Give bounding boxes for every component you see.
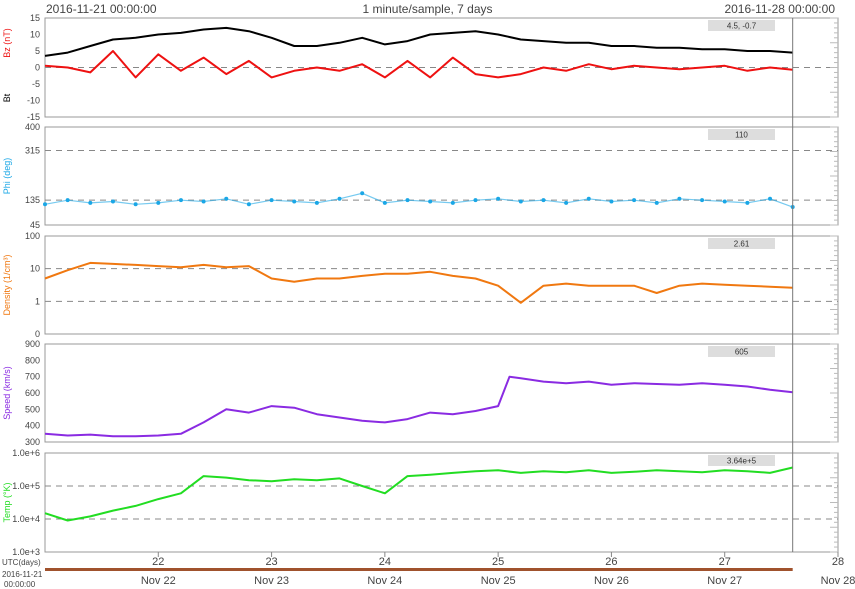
start-time-label: 2016-11-21 00:00:00 — [46, 2, 157, 16]
phi-y-tick-label: 45 — [30, 220, 40, 230]
mag-y-tick-label: -5 — [32, 79, 40, 89]
x-day-label: 22 — [152, 556, 164, 568]
x-date-label: Nov 23 — [254, 575, 289, 587]
bt-series-line — [44, 26, 793, 57]
speed-y-tick-label: 300 — [25, 437, 40, 447]
phi-y-tick-label: 315 — [25, 145, 40, 155]
temp-y-tick-label: 1.0e+4 — [12, 514, 40, 524]
temp-readout-box — [708, 455, 775, 466]
temp-series-line — [44, 466, 793, 522]
speed-series-line — [44, 375, 793, 438]
temp-y-tick-label: 1.0e+6 — [12, 448, 40, 458]
resolution-label: 1 minute/sample, 7 days — [362, 2, 493, 16]
start-time-small-label: 00:00:00 — [4, 580, 36, 589]
density-series-line — [44, 261, 793, 304]
end-time-label: 2016-11-28 00:00:00 — [724, 2, 835, 16]
mag-readout-value: 4.5, -0.7 — [727, 22, 757, 31]
x-date-label: Nov 27 — [707, 575, 742, 587]
density-y-tick-label: 0 — [35, 329, 40, 339]
density-y-tick-label: 1 — [35, 296, 40, 306]
mag-readout-box — [708, 20, 775, 31]
x-day-label: 24 — [379, 556, 391, 568]
mag-y-tick-label: -15 — [27, 112, 40, 122]
density-axis-label: Density (1/cm³) — [2, 254, 12, 315]
speed-y-tick-label: 700 — [25, 372, 40, 382]
phi-readout-box — [708, 129, 775, 140]
phi-y-tick-label: 400 — [25, 122, 40, 132]
speed-axis-label: Speed (km/s) — [2, 366, 12, 420]
x-date-label: Nov 28 — [821, 575, 855, 587]
x-date-label: Nov 26 — [594, 575, 629, 587]
bz-axis-label: Bz (nT) — [2, 28, 12, 58]
density-readout-value: 2.61 — [734, 240, 750, 249]
utc-timeline-bar — [45, 568, 793, 571]
speed-readout-value: 605 — [735, 348, 749, 357]
density-y-tick-label: 10 — [30, 264, 40, 274]
x-day-label: 25 — [492, 556, 504, 568]
bt-axis-label: Bt — [2, 93, 12, 102]
utc-days-label: UTC(days) — [2, 558, 41, 567]
temp-panel-frame — [44, 452, 839, 553]
x-day-label: 23 — [265, 556, 277, 568]
phi-series-line — [44, 192, 793, 208]
temp-axis-label: Temp (°K) — [2, 482, 12, 522]
x-day-label: 28 — [832, 556, 844, 568]
x-date-label: Nov 24 — [367, 575, 402, 587]
phi-y-tick-label: 135 — [25, 195, 40, 205]
mag-y-tick-label: 10 — [30, 30, 40, 40]
speed-y-tick-label: 600 — [25, 388, 40, 398]
density-y-tick-label: 100 — [25, 231, 40, 241]
mag-y-tick-label: 0 — [35, 63, 40, 73]
temp-y-tick-label: 1.0e+3 — [12, 547, 40, 557]
speed-y-tick-label: 500 — [25, 404, 40, 414]
mag-y-tick-label: 5 — [35, 46, 40, 56]
x-date-label: Nov 25 — [481, 575, 516, 587]
speed-y-tick-label: 900 — [25, 339, 40, 349]
phi-readout-value: 110 — [735, 131, 748, 140]
x-day-label: 27 — [719, 556, 731, 568]
temp-readout-value: 3.64e+5 — [727, 457, 757, 466]
bz-series-line — [44, 50, 793, 79]
temp-y-tick-label: 1.0e+5 — [12, 481, 40, 491]
x-date-label: Nov 22 — [141, 575, 176, 587]
mag-y-tick-label: 15 — [30, 13, 40, 23]
mag-y-tick-label: -10 — [27, 96, 40, 106]
speed-panel-frame — [44, 343, 839, 443]
speed-y-tick-label: 400 — [25, 421, 40, 431]
speed-readout-box — [708, 346, 775, 357]
start-date-label: 2016-11-21 — [2, 570, 43, 579]
speed-y-tick-label: 800 — [25, 355, 40, 365]
phi-panel-frame — [44, 126, 839, 226]
x-day-label: 26 — [605, 556, 617, 568]
density-readout-box — [708, 238, 775, 249]
phi-axis-label: Phi (deg) — [2, 158, 12, 195]
